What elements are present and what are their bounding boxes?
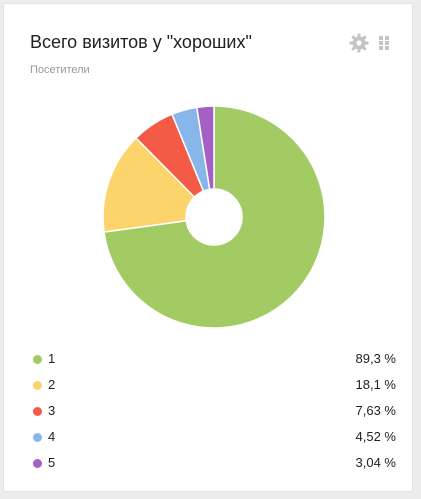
legend-color-dot (33, 433, 42, 442)
legend-color-dot (33, 355, 42, 364)
pie-slice-1[interactable] (103, 105, 326, 329)
legend-label: 4 (48, 429, 56, 444)
pie-slice-2[interactable] (102, 136, 196, 233)
donut-chart (102, 105, 326, 329)
legend-label: 1 (48, 351, 56, 366)
pie-slice-5[interactable] (195, 105, 215, 191)
chart-legend: 1 89,3 % 2 18,1 % 3 7,63 % 4 4,52 % 5 3,04 % (30, 348, 396, 478)
legend-color-dot (33, 459, 42, 468)
legend-label: 5 (48, 455, 56, 470)
legend-value: 7,63 % (355, 403, 396, 418)
legend-value: 4,52 % (355, 429, 396, 444)
widget-card: Всего визитов у "хороших" Посетители 1 89… (3, 3, 413, 492)
legend-item-4[interactable]: 4 4,52 % (30, 426, 396, 452)
widget-title: Всего визитов у "хороших" (30, 32, 252, 52)
legend-value: 18,1 % (355, 377, 396, 392)
legend-label: 2 (48, 377, 56, 392)
legend-value: 3,04 % (355, 455, 396, 470)
legend-item-1[interactable]: 1 89,3 % (30, 348, 396, 374)
legend-color-dot (33, 381, 42, 390)
widget-subtitle: Посетители (30, 64, 90, 76)
legend-item-2[interactable]: 2 18,1 % (30, 374, 396, 400)
legend-value: 89,3 % (355, 351, 396, 366)
gear-icon[interactable] (349, 33, 369, 53)
legend-label: 3 (48, 403, 56, 418)
legend-item-3[interactable]: 3 7,63 % (30, 400, 396, 426)
legend-color-dot (33, 407, 42, 416)
legend-item-5[interactable]: 5 3,04 % (30, 452, 396, 478)
drag-handle-icon[interactable] (378, 35, 390, 51)
